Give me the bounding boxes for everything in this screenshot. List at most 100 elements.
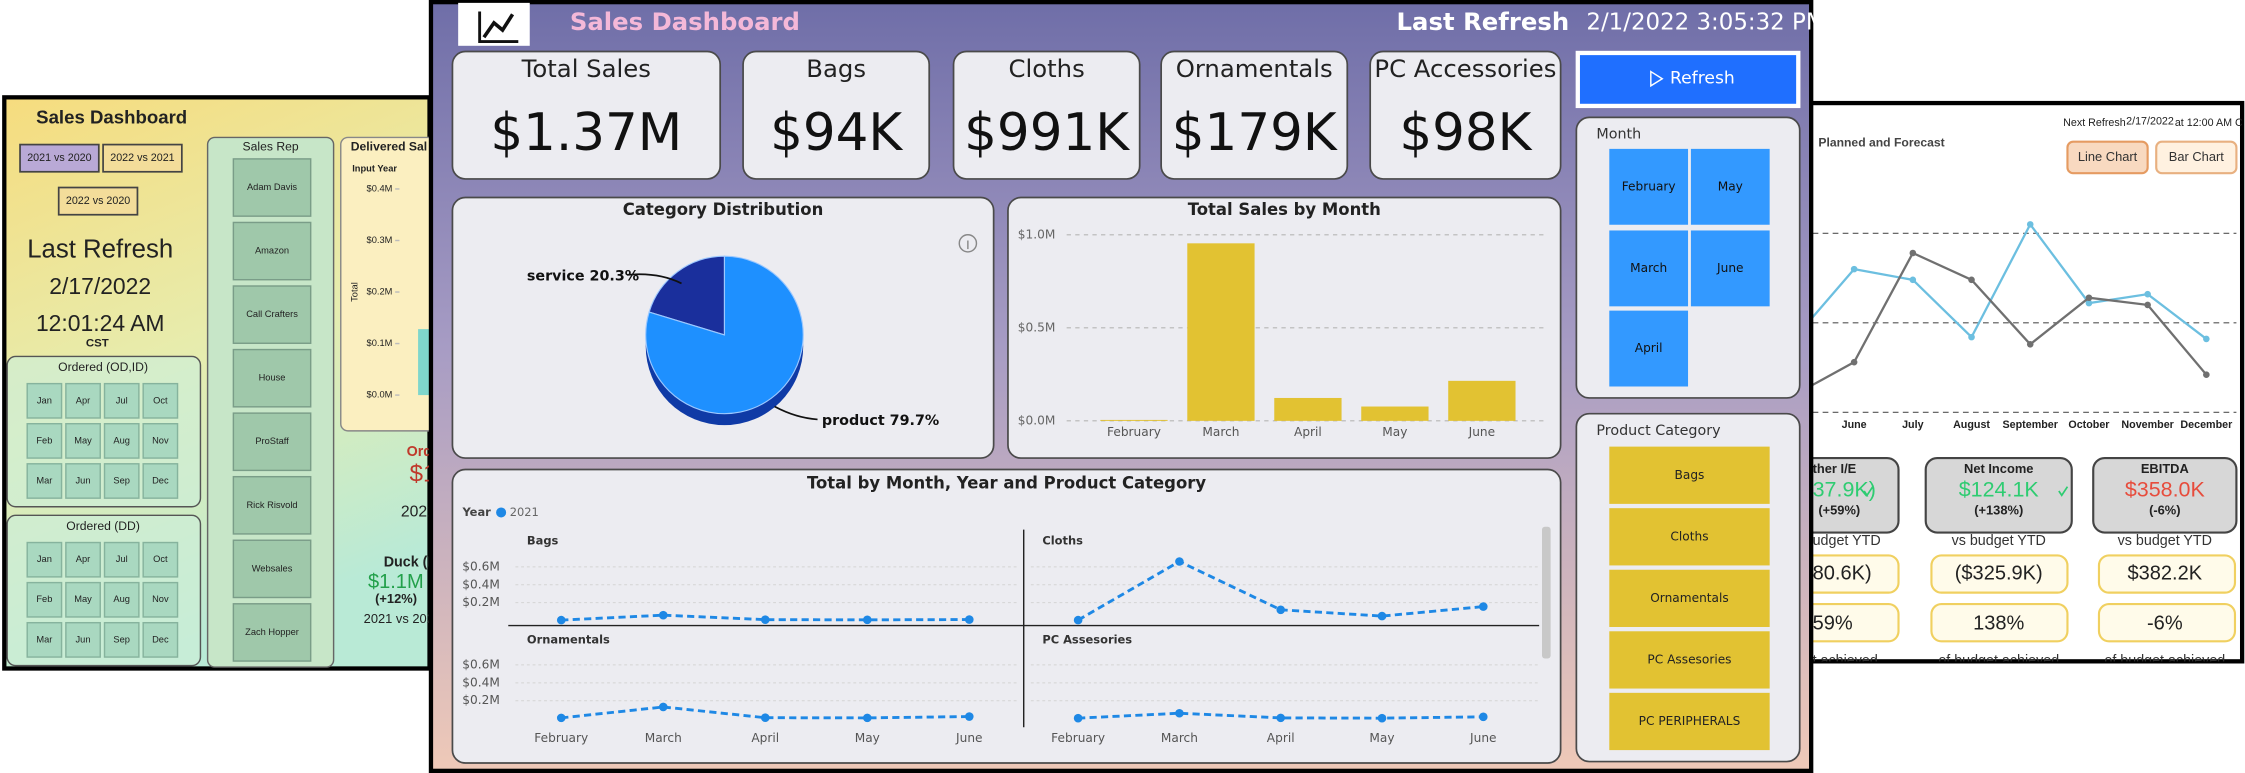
slicer-tile-label[interactable]: March bbox=[1630, 261, 1667, 275]
slicer-tile-label[interactable]: June bbox=[1716, 261, 1743, 275]
slicer-tile-label[interactable]: February bbox=[1622, 179, 1676, 193]
slicer-tile[interactable] bbox=[1609, 569, 1770, 627]
compare-button-label[interactable]: 2021 vs 2020 bbox=[27, 152, 91, 164]
slicer-tile[interactable] bbox=[1609, 446, 1770, 504]
slicer-tile[interactable] bbox=[1609, 310, 1689, 387]
month-tile-label[interactable]: Mar bbox=[36, 634, 52, 644]
month-tile[interactable] bbox=[142, 581, 179, 618]
month-tile[interactable] bbox=[103, 581, 140, 618]
month-tile[interactable] bbox=[26, 382, 63, 419]
slicer-tile-label[interactable]: PC PERIPHERALS bbox=[1639, 714, 1741, 728]
chart-title: Total Sales by Month bbox=[1188, 200, 1381, 219]
sales-rep-label[interactable]: Adam Davis bbox=[247, 182, 297, 192]
month-tile-label[interactable]: Apr bbox=[76, 395, 90, 405]
month-tile-label[interactable]: Feb bbox=[36, 594, 52, 604]
month-tile-label[interactable]: Mar bbox=[36, 475, 52, 485]
month-tile[interactable] bbox=[142, 382, 179, 419]
month-tile[interactable] bbox=[65, 463, 101, 499]
month-tile[interactable] bbox=[142, 463, 179, 499]
slicer-tile[interactable] bbox=[1690, 148, 1770, 225]
month-tile-label[interactable]: Jul bbox=[116, 554, 128, 564]
month-tile-label[interactable]: Aug bbox=[113, 594, 130, 604]
month-tile[interactable] bbox=[26, 423, 63, 459]
month-tile[interactable] bbox=[65, 423, 101, 459]
refresh-button-label[interactable]: Refresh bbox=[1670, 69, 1735, 89]
month-tile-label[interactable]: Feb bbox=[36, 435, 52, 445]
x-tick-label: June bbox=[955, 731, 982, 745]
slicer-tile[interactable] bbox=[1609, 631, 1770, 689]
month-tile[interactable] bbox=[142, 541, 179, 578]
compare-button[interactable] bbox=[57, 186, 139, 216]
slicer-tile[interactable] bbox=[1609, 692, 1770, 751]
month-tile-label[interactable]: May bbox=[74, 594, 92, 604]
refresh-icon[interactable] bbox=[1650, 70, 1664, 88]
month-tile[interactable] bbox=[103, 541, 140, 578]
view-button[interactable] bbox=[2155, 140, 2238, 175]
compare-button[interactable] bbox=[19, 143, 100, 173]
compare-button-label[interactable]: 2022 vs 2020 bbox=[66, 195, 130, 207]
slicer-tile-label[interactable]: Cloths bbox=[1670, 529, 1708, 543]
month-tile[interactable] bbox=[65, 621, 101, 658]
sales-rep-tile[interactable] bbox=[232, 285, 312, 344]
view-button[interactable] bbox=[2066, 140, 2149, 175]
month-tile[interactable] bbox=[26, 463, 63, 499]
month-tile[interactable] bbox=[65, 541, 101, 578]
month-tile[interactable] bbox=[65, 581, 101, 618]
month-tile[interactable] bbox=[103, 423, 140, 459]
sales-rep-label[interactable]: House bbox=[259, 373, 286, 383]
month-tile[interactable] bbox=[142, 423, 179, 459]
slicer-tile-label[interactable]: Bags bbox=[1675, 468, 1705, 482]
slicer-tile-label[interactable]: May bbox=[1718, 179, 1743, 193]
month-tile-label[interactable]: Sep bbox=[113, 475, 130, 485]
month-tile-label[interactable]: Jan bbox=[37, 554, 52, 564]
month-tile[interactable] bbox=[65, 382, 101, 419]
sales-rep-tile[interactable] bbox=[232, 412, 312, 472]
month-tile-label[interactable]: Sep bbox=[113, 634, 130, 644]
month-tile[interactable] bbox=[142, 621, 179, 658]
view-button-label[interactable]: Bar Chart bbox=[2169, 149, 2225, 164]
month-tile-label[interactable]: Nov bbox=[152, 594, 169, 604]
sales-rep-tile[interactable] bbox=[232, 221, 312, 281]
compare-button-label[interactable]: 2022 vs 2021 bbox=[110, 152, 174, 164]
sales-rep-tile[interactable] bbox=[232, 539, 312, 599]
compare-button[interactable] bbox=[102, 143, 183, 173]
sales-rep-tile[interactable] bbox=[232, 475, 312, 535]
sales-rep-label[interactable]: Call Crafters bbox=[246, 309, 298, 319]
month-tile-label[interactable]: Oct bbox=[153, 554, 168, 564]
sales-rep-tile[interactable] bbox=[232, 603, 312, 662]
sales-rep-label[interactable]: ProStaff bbox=[255, 436, 289, 446]
panel-title: Bags bbox=[527, 534, 559, 548]
slicer-tile[interactable] bbox=[1690, 230, 1770, 307]
sales-rep-label[interactable]: Zach Hopper bbox=[245, 627, 299, 637]
month-tile[interactable] bbox=[26, 581, 63, 618]
slicer-tile[interactable] bbox=[1609, 230, 1689, 307]
slicer-tile-label[interactable]: Ornamentals bbox=[1650, 591, 1728, 605]
month-tile[interactable] bbox=[103, 463, 140, 499]
slicer-tile[interactable] bbox=[1609, 148, 1689, 225]
refresh-button[interactable] bbox=[1575, 50, 1801, 109]
sales-rep-tile[interactable] bbox=[232, 158, 312, 217]
month-tile-label[interactable]: Jan bbox=[37, 395, 52, 405]
month-tile-label[interactable]: Apr bbox=[76, 554, 90, 564]
month-tile[interactable] bbox=[26, 541, 63, 578]
slicer-tile[interactable] bbox=[1609, 508, 1770, 566]
month-tile-label[interactable]: Dec bbox=[152, 634, 169, 644]
month-tile-label[interactable]: Oct bbox=[153, 395, 168, 405]
month-tile[interactable] bbox=[26, 621, 63, 658]
sales-rep-label[interactable]: Rick Risvold bbox=[246, 500, 297, 510]
sales-rep-label[interactable]: Amazon bbox=[255, 246, 289, 256]
month-tile-label[interactable]: Jun bbox=[76, 475, 91, 485]
month-tile[interactable] bbox=[103, 621, 140, 658]
month-tile[interactable] bbox=[103, 382, 140, 419]
month-tile-label[interactable]: Jul bbox=[116, 395, 128, 405]
month-tile-label[interactable]: Nov bbox=[152, 435, 169, 445]
month-tile-label[interactable]: Jun bbox=[76, 634, 91, 644]
month-tile-label[interactable]: Aug bbox=[113, 435, 130, 445]
month-tile-label[interactable]: Dec bbox=[152, 475, 169, 485]
sales-rep-label[interactable]: Websales bbox=[252, 563, 293, 573]
slicer-tile-label[interactable]: PC Assesories bbox=[1647, 652, 1731, 666]
sales-rep-tile[interactable] bbox=[232, 348, 312, 408]
slicer-tile-label[interactable]: April bbox=[1635, 341, 1663, 355]
month-tile-label[interactable]: May bbox=[74, 435, 92, 445]
view-button-label[interactable]: Line Chart bbox=[2078, 149, 2138, 164]
